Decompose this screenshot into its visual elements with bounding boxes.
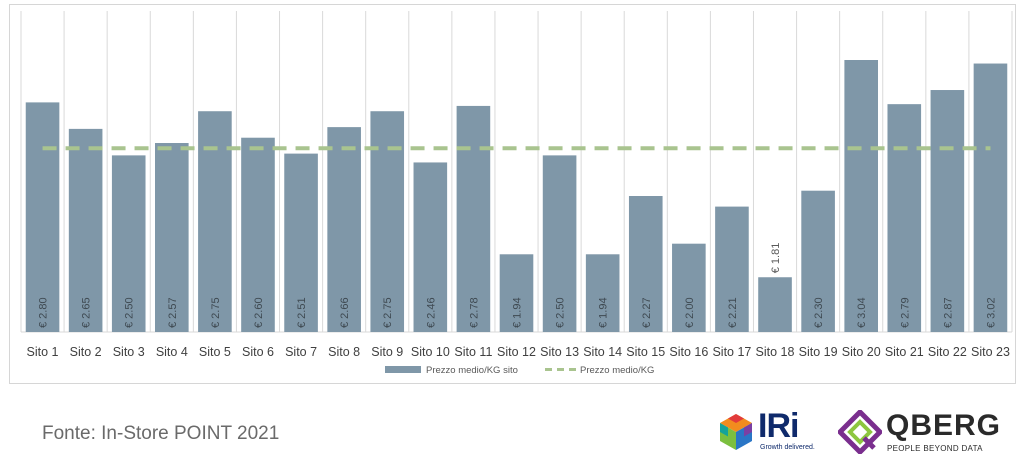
tick-label: Sito 19: [799, 345, 838, 359]
bar: [111, 155, 146, 332]
bar: [499, 254, 534, 332]
tick-label: Sito 3: [113, 345, 145, 359]
bar: [327, 127, 361, 332]
bar: [155, 143, 189, 332]
data-label: € 2.60: [253, 297, 265, 328]
bar: [68, 128, 103, 332]
bar: [887, 104, 922, 332]
iri-cube-icon: [720, 414, 752, 450]
tick-label: Sito 11: [454, 345, 492, 359]
data-label: € 2.80: [38, 297, 50, 328]
data-label: € 2.66: [339, 297, 351, 328]
qberg-logo: QBERG PEOPLE BEYOND DATA: [838, 407, 1002, 457]
tick-label: Sito 7: [285, 345, 317, 359]
qberg-diamond-icon: [838, 410, 882, 454]
data-label: € 2.87: [942, 297, 954, 328]
tick-label: Sito 23: [971, 345, 1010, 359]
data-label: € 1.81: [770, 243, 782, 274]
bar: [456, 105, 491, 332]
qberg-tagline: PEOPLE BEYOND DATA: [887, 444, 983, 453]
data-label: € 3.04: [856, 297, 868, 328]
tick-label: Sito 14: [583, 345, 622, 359]
bar: [672, 243, 706, 332]
chart-container: € 2.80 Sito 1 € 2.65 Sito 2 € 2.50 Sito 3 € 2.…: [9, 4, 1016, 384]
tick-label: Sito 12: [497, 345, 536, 359]
tick-label: Sito 1: [27, 345, 59, 359]
tick-label: Sito 10: [411, 345, 450, 359]
iri-logo: IRi Growth delivered.: [716, 407, 826, 457]
tick-label: Sito 22: [928, 345, 967, 359]
qberg-wordmark: QBERG: [886, 409, 1002, 442]
legend-swatch-bar: [385, 366, 421, 373]
tick-label: Sito 13: [540, 345, 579, 359]
tick-label: Sito 9: [371, 345, 403, 359]
tick-label: Sito 16: [669, 345, 708, 359]
bar: [413, 162, 448, 332]
data-label: € 2.21: [727, 297, 739, 328]
tick-label: Sito 6: [242, 345, 274, 359]
bar: [284, 153, 318, 332]
source-note: Fonte: In-Store POINT 2021: [42, 423, 280, 444]
tick-label: Sito 5: [199, 345, 231, 359]
tick-label: Sito 4: [156, 345, 188, 359]
data-label: € 2.51: [296, 297, 308, 328]
data-label: € 2.75: [382, 297, 394, 328]
legend-label-line: Prezzo medio/KG: [580, 365, 654, 376]
data-label: € 2.57: [167, 297, 179, 328]
data-label: € 2.79: [899, 297, 911, 328]
bar: [930, 90, 965, 332]
bar: [628, 196, 663, 332]
data-label: € 1.94: [598, 297, 610, 328]
data-label: € 2.78: [468, 297, 480, 328]
iri-wordmark: IRi: [758, 407, 799, 445]
data-label: € 1.94: [512, 297, 524, 328]
data-label: € 2.75: [210, 297, 222, 328]
data-label: € 2.50: [555, 297, 567, 328]
bar: [542, 155, 577, 332]
tick-label: Sito 17: [712, 345, 751, 359]
bar: [585, 254, 620, 332]
bar: [241, 137, 275, 332]
tick-label: Sito 20: [842, 345, 881, 359]
legend-label-bar: Prezzo medio/KG sito: [426, 365, 518, 376]
tick-label: Sito 8: [328, 345, 360, 359]
bar: [25, 102, 60, 332]
data-label: € 2.27: [641, 297, 653, 328]
data-label: € 2.30: [813, 297, 825, 328]
bar: [801, 190, 835, 332]
data-label: € 2.46: [425, 297, 437, 328]
bar: [758, 277, 792, 332]
tick-label: Sito 21: [885, 345, 924, 359]
bar: [973, 63, 1008, 332]
bar: [844, 60, 878, 332]
tick-label: Sito 15: [626, 345, 665, 359]
data-label: € 2.00: [684, 297, 696, 328]
bar-chart: € 2.80 Sito 1 € 2.65 Sito 2 € 2.50 Sito 3 € 2.…: [20, 11, 1013, 376]
data-label: € 2.50: [124, 297, 136, 328]
data-label: € 3.02: [985, 297, 997, 328]
data-label: € 2.65: [81, 297, 93, 328]
iri-tagline: Growth delivered.: [760, 444, 815, 451]
bar: [715, 206, 749, 332]
tick-label: Sito 2: [70, 345, 102, 359]
tick-label: Sito 18: [756, 345, 795, 359]
